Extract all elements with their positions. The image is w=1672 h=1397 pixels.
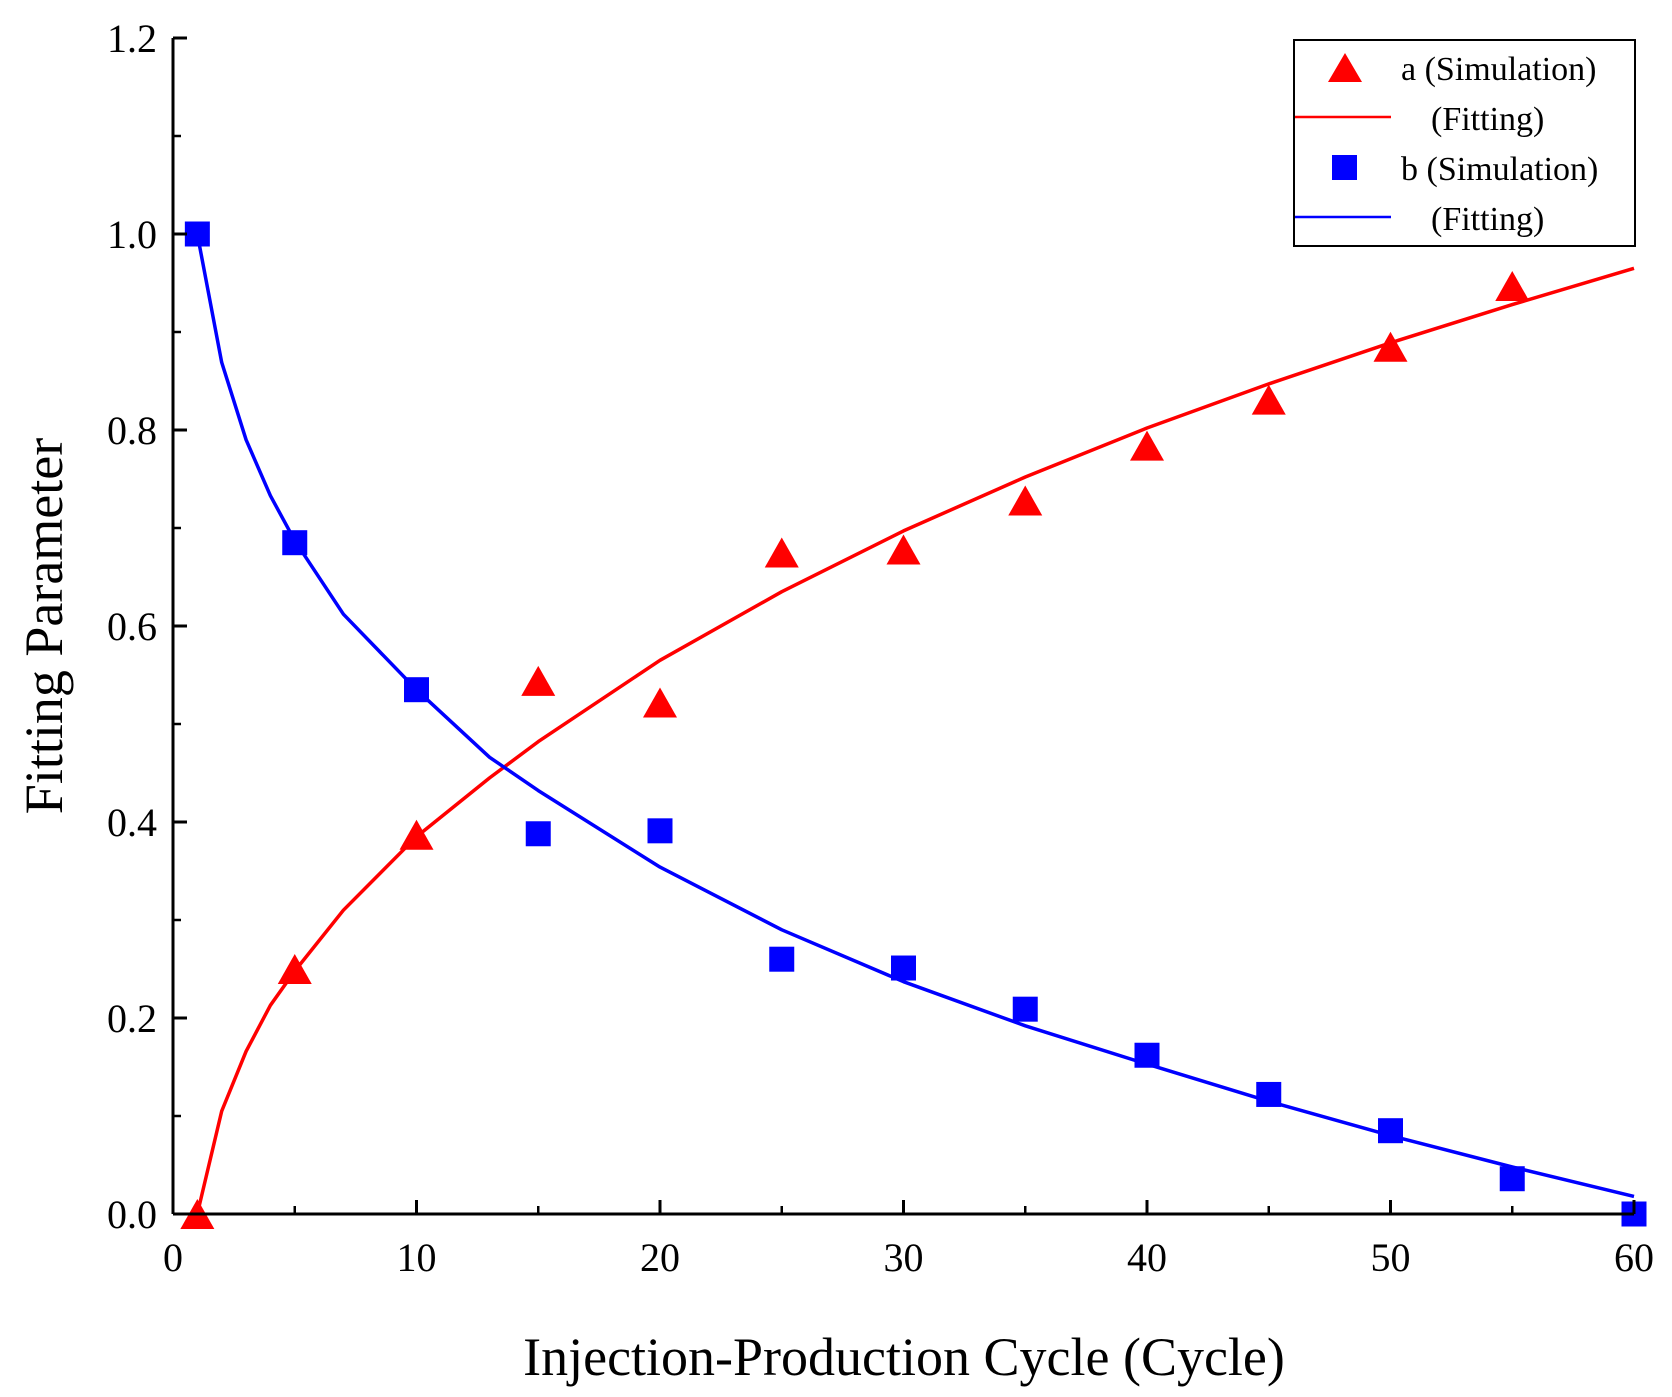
y-tick-label: 0.6 bbox=[107, 604, 157, 649]
legend-label-a-simulation: a (Simulation) bbox=[1401, 51, 1596, 88]
b-simulation-point bbox=[1378, 1118, 1403, 1144]
b-simulation-point bbox=[769, 946, 795, 972]
fitting-curve-b bbox=[195, 233, 1635, 1199]
legend-label-a-fitting: (Fitting) bbox=[1431, 101, 1544, 138]
x-tick-label: 50 bbox=[1371, 1235, 1411, 1280]
b-simulation-point bbox=[891, 955, 916, 981]
x-tick-label: 60 bbox=[1614, 1235, 1654, 1280]
x-axis-ticks: 0 10 20 30 40 50 60 bbox=[163, 1200, 1654, 1280]
legend-label-b-fitting: (Fitting) bbox=[1431, 201, 1544, 238]
b-simulation-point bbox=[1134, 1042, 1160, 1068]
a-simulation-point bbox=[1251, 384, 1286, 415]
a-simulation-point bbox=[1008, 485, 1043, 516]
a-simulation-point bbox=[277, 954, 312, 984]
a-simulation-point bbox=[643, 687, 677, 718]
y-tick-label: 0.0 bbox=[107, 1192, 157, 1237]
a-simulation-point bbox=[1495, 270, 1530, 301]
fitting-curve-a bbox=[195, 266, 1635, 1215]
y-tick-label: 0.2 bbox=[107, 996, 157, 1041]
x-axis-title: Injection-Production Cycle (Cycle) bbox=[523, 1327, 1285, 1387]
a-simulation-point bbox=[1130, 430, 1164, 461]
legend: a (Simulation) (Fitting) b (Simulation) … bbox=[1293, 39, 1636, 247]
x-tick-label: 30 bbox=[884, 1235, 924, 1280]
a-simulation-point bbox=[399, 819, 434, 850]
a-simulation-point bbox=[886, 534, 921, 565]
y-tick-label: 1.2 bbox=[107, 16, 157, 61]
b-simulation-point bbox=[1256, 1081, 1282, 1107]
x-tick-label: 0 bbox=[163, 1235, 183, 1280]
legend-triangle-marker bbox=[1328, 53, 1362, 82]
x-tick-label: 10 bbox=[397, 1235, 437, 1280]
legend-label-b-simulation: b (Simulation) bbox=[1401, 151, 1598, 188]
b-simulation-point bbox=[1012, 996, 1038, 1022]
y-axis-title: Fitting Parameter bbox=[14, 438, 74, 814]
a-simulation-point bbox=[1373, 331, 1408, 362]
x-tick-label: 40 bbox=[1127, 1235, 1167, 1280]
y-tick-label: 1.0 bbox=[107, 212, 157, 257]
b-simulation-point bbox=[282, 530, 308, 556]
x-tick-label: 20 bbox=[640, 1235, 680, 1280]
y-tick-label: 0.8 bbox=[107, 408, 157, 453]
y-tick-label: 0.4 bbox=[107, 800, 157, 845]
b-simulation-point bbox=[1499, 1166, 1525, 1192]
b-simulation-point bbox=[184, 221, 210, 247]
b-simulation-point bbox=[647, 818, 673, 844]
a-simulation-point bbox=[521, 665, 556, 696]
fitting-curves bbox=[195, 233, 1635, 1215]
a-simulation-point bbox=[764, 537, 799, 568]
legend-square-marker bbox=[1332, 155, 1357, 180]
b-simulation-point bbox=[404, 677, 429, 703]
b-simulation-point bbox=[525, 821, 551, 847]
y-axis-ticks: 0.0 0.2 0.4 0.6 0.8 1.0 1.2 bbox=[107, 16, 187, 1237]
